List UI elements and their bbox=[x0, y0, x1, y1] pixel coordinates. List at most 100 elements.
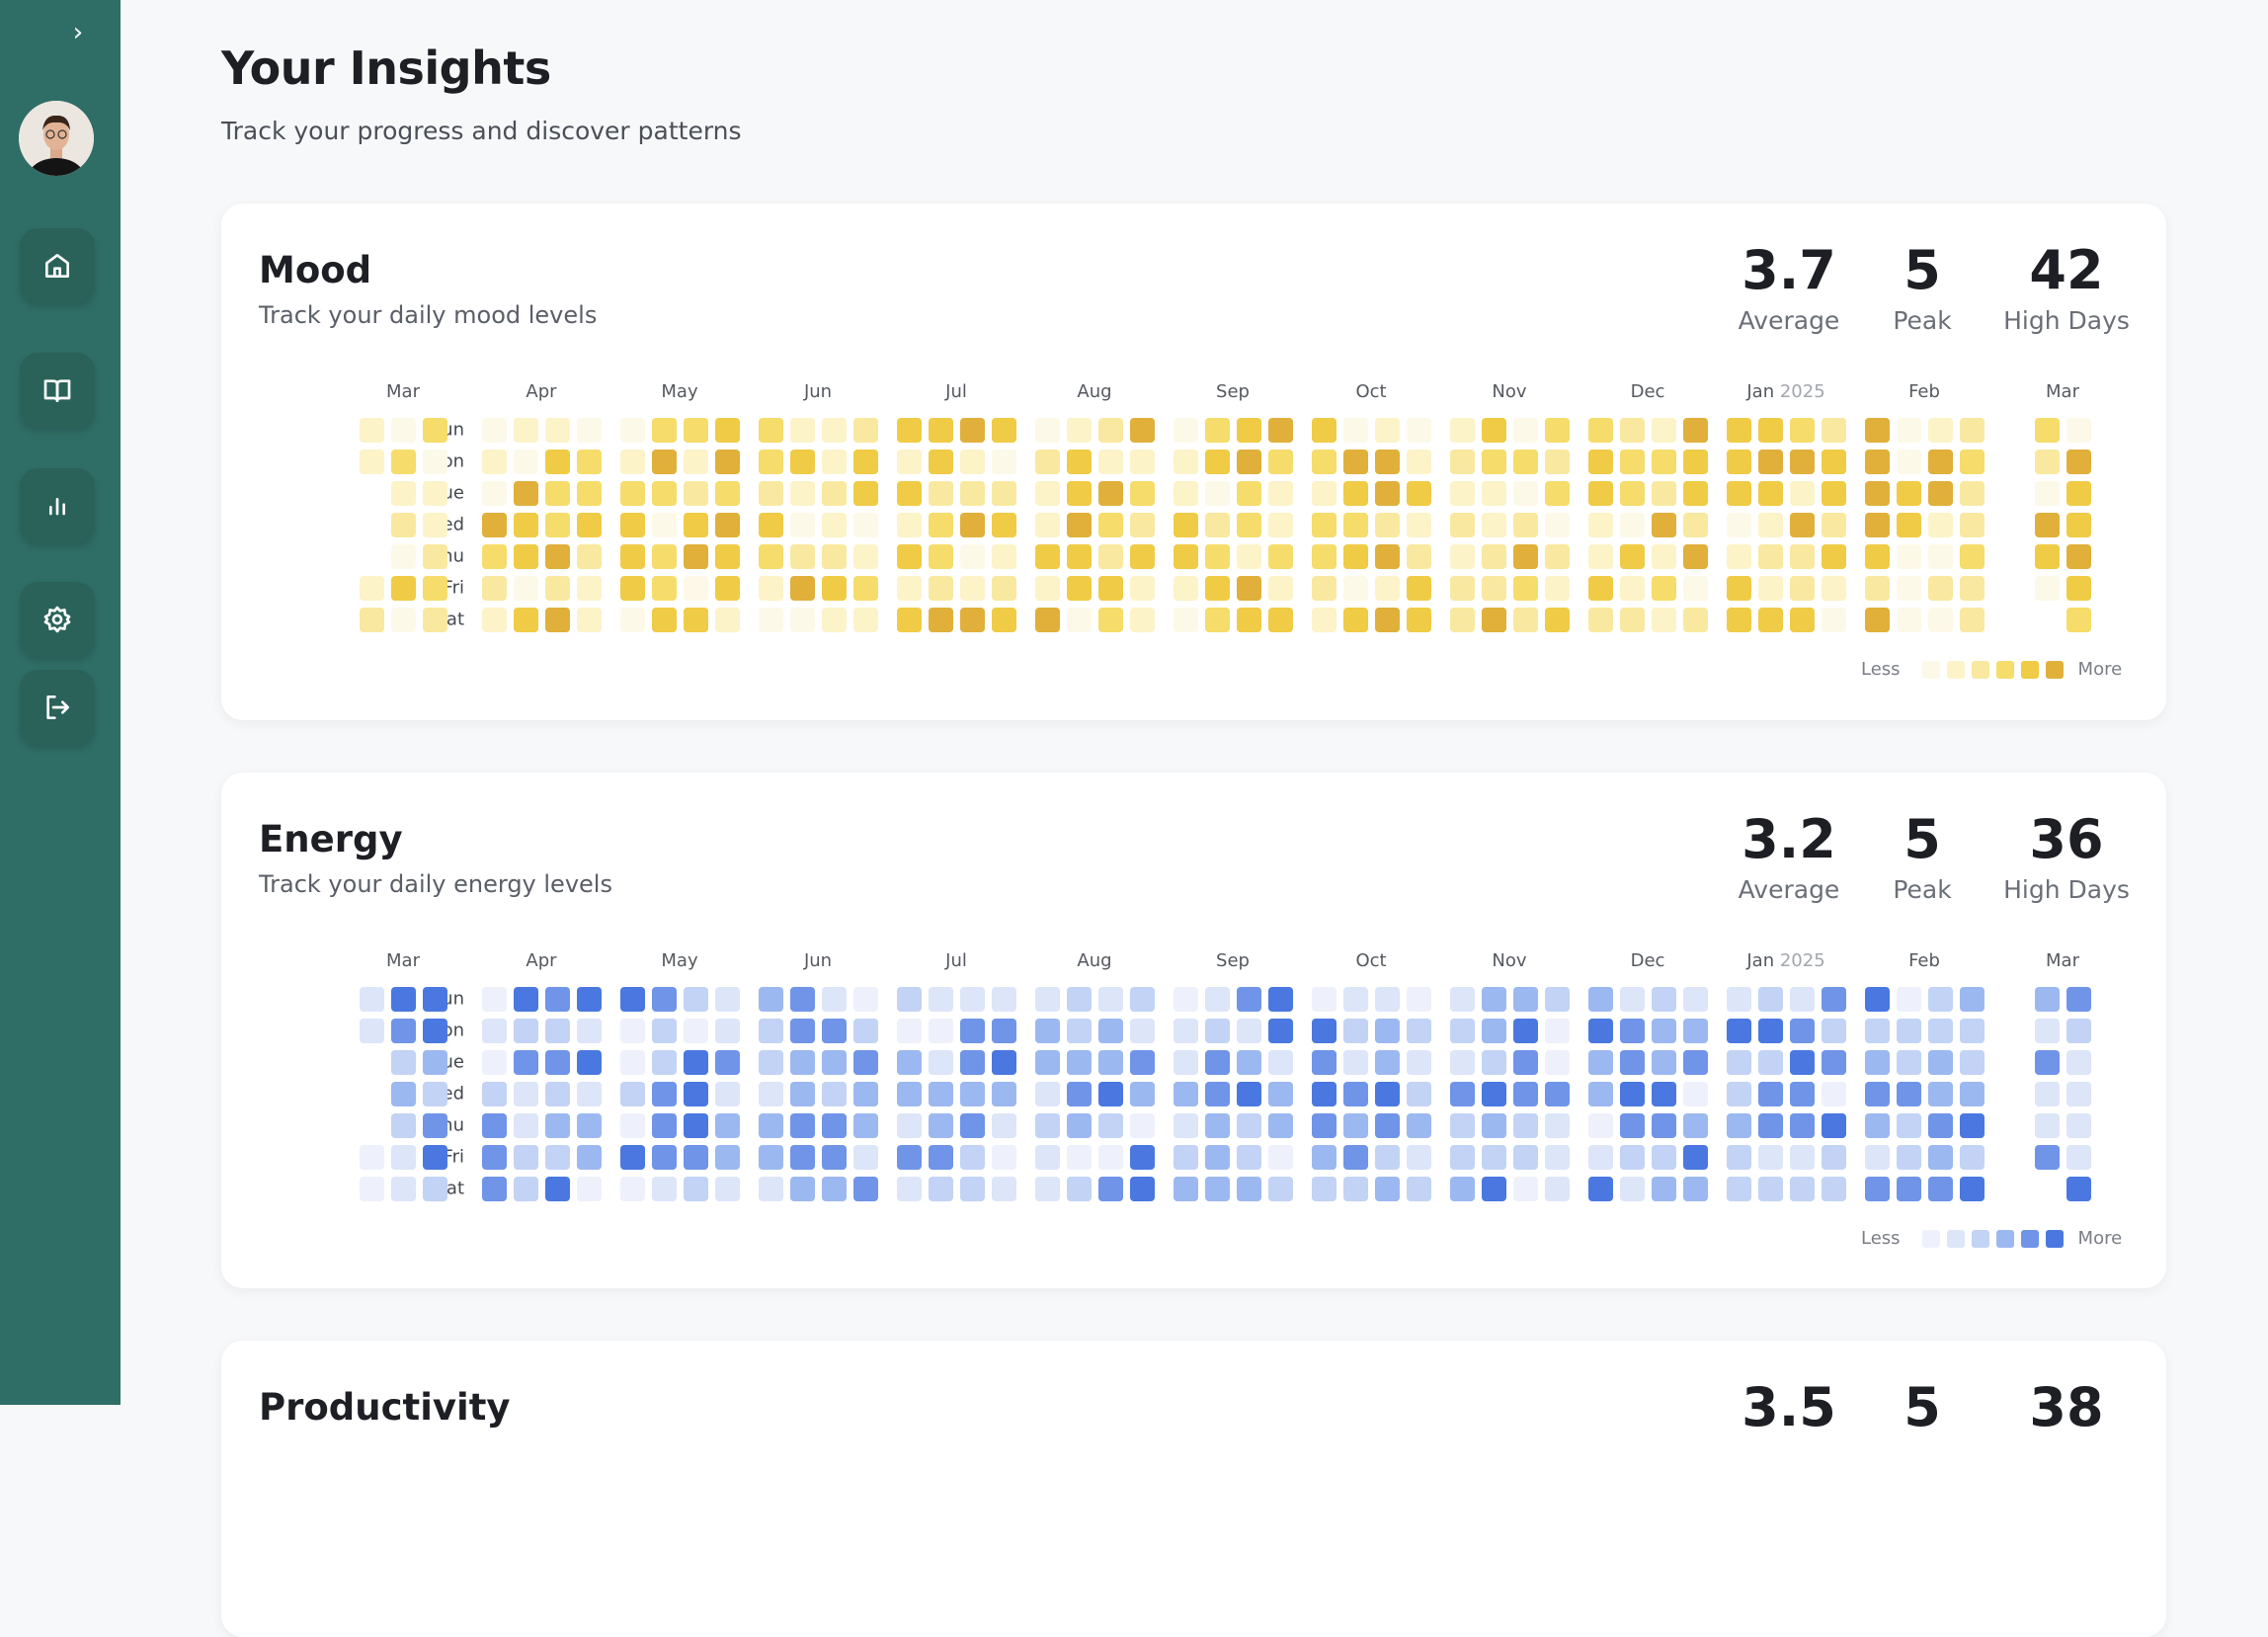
heatmap-cell[interactable] bbox=[896, 1049, 922, 1075]
heatmap-cell[interactable] bbox=[1342, 1144, 1368, 1170]
heatmap-cell[interactable] bbox=[544, 1018, 570, 1043]
heatmap-cell[interactable] bbox=[1587, 1081, 1613, 1106]
heatmap-cell[interactable] bbox=[1311, 607, 1336, 632]
heatmap-cell[interactable] bbox=[821, 1112, 847, 1138]
heatmap-cell[interactable] bbox=[1927, 449, 1953, 474]
heatmap-cell[interactable] bbox=[1544, 1112, 1570, 1138]
heatmap-cell[interactable] bbox=[1311, 512, 1336, 537]
heatmap-cell[interactable] bbox=[1267, 1144, 1293, 1170]
heatmap-cell[interactable] bbox=[1406, 1176, 1431, 1201]
heatmap-cell[interactable] bbox=[1236, 417, 1261, 443]
heatmap-cell[interactable] bbox=[1481, 986, 1506, 1012]
heatmap-cell[interactable] bbox=[1097, 1018, 1123, 1043]
heatmap-cell[interactable] bbox=[1481, 1081, 1506, 1106]
heatmap-cell[interactable] bbox=[1129, 512, 1155, 537]
heatmap-cell[interactable] bbox=[481, 986, 507, 1012]
heatmap-cell[interactable] bbox=[1544, 449, 1570, 474]
heatmap-cell[interactable] bbox=[1512, 1018, 1538, 1043]
heatmap-cell[interactable] bbox=[1374, 1144, 1400, 1170]
heatmap-cell[interactable] bbox=[1173, 1176, 1198, 1201]
heatmap-cell[interactable] bbox=[683, 1018, 708, 1043]
heatmap-cell[interactable] bbox=[683, 1176, 708, 1201]
heatmap-cell[interactable] bbox=[896, 1176, 922, 1201]
heatmap-cell[interactable] bbox=[1864, 449, 1890, 474]
heatmap-cell[interactable] bbox=[1267, 607, 1293, 632]
heatmap-cell[interactable] bbox=[1066, 607, 1092, 632]
heatmap-cell[interactable] bbox=[1204, 1018, 1230, 1043]
heatmap-cell[interactable] bbox=[852, 449, 878, 474]
heatmap-cell[interactable] bbox=[513, 1018, 538, 1043]
heatmap-cell[interactable] bbox=[2066, 417, 2091, 443]
heatmap-cell[interactable] bbox=[789, 1049, 815, 1075]
heatmap-cell[interactable] bbox=[1173, 480, 1198, 506]
heatmap-cell[interactable] bbox=[1236, 1018, 1261, 1043]
heatmap-cell[interactable] bbox=[544, 986, 570, 1012]
heatmap-cell[interactable] bbox=[1587, 449, 1613, 474]
heatmap-cell[interactable] bbox=[1789, 417, 1815, 443]
heatmap-cell[interactable] bbox=[1896, 417, 1921, 443]
heatmap-cell[interactable] bbox=[821, 480, 847, 506]
heatmap-cell[interactable] bbox=[1651, 543, 1676, 569]
heatmap-cell[interactable] bbox=[1449, 417, 1475, 443]
heatmap-cell[interactable] bbox=[1449, 512, 1475, 537]
heatmap-cell[interactable] bbox=[714, 417, 740, 443]
heatmap-cell[interactable] bbox=[1821, 449, 1846, 474]
heatmap-cell[interactable] bbox=[1481, 512, 1506, 537]
heatmap-cell[interactable] bbox=[544, 1112, 570, 1138]
heatmap-cell[interactable] bbox=[1129, 986, 1155, 1012]
heatmap-cell[interactable] bbox=[1789, 1112, 1815, 1138]
heatmap-cell[interactable] bbox=[928, 607, 953, 632]
heatmap-cell[interactable] bbox=[1097, 1176, 1123, 1201]
heatmap-cell[interactable] bbox=[2066, 1049, 2091, 1075]
heatmap-cell[interactable] bbox=[928, 1176, 953, 1201]
heatmap-cell[interactable] bbox=[852, 480, 878, 506]
heatmap-cell[interactable] bbox=[1311, 417, 1336, 443]
heatmap-cell[interactable] bbox=[390, 417, 416, 443]
heatmap-cell[interactable] bbox=[481, 417, 507, 443]
heatmap-cell[interactable] bbox=[2034, 449, 2060, 474]
heatmap-cell[interactable] bbox=[1544, 417, 1570, 443]
heatmap-cell[interactable] bbox=[1374, 480, 1400, 506]
heatmap-cell[interactable] bbox=[1864, 575, 1890, 601]
heatmap-cell[interactable] bbox=[1587, 1144, 1613, 1170]
heatmap-cell[interactable] bbox=[1959, 480, 1984, 506]
heatmap-cell[interactable] bbox=[1757, 417, 1783, 443]
heatmap-cell[interactable] bbox=[422, 575, 447, 601]
heatmap-cell[interactable] bbox=[1129, 1144, 1155, 1170]
heatmap-cell[interactable] bbox=[928, 543, 953, 569]
heatmap-cell[interactable] bbox=[1757, 986, 1783, 1012]
heatmap-cell[interactable] bbox=[1374, 986, 1400, 1012]
heatmap-cell[interactable] bbox=[1789, 1081, 1815, 1106]
heatmap-cell[interactable] bbox=[1789, 575, 1815, 601]
heatmap-cell[interactable] bbox=[544, 607, 570, 632]
heatmap-cell[interactable] bbox=[1927, 607, 1953, 632]
heatmap-cell[interactable] bbox=[991, 1176, 1016, 1201]
heatmap-cell[interactable] bbox=[2066, 607, 2091, 632]
heatmap-cell[interactable] bbox=[1342, 1049, 1368, 1075]
heatmap-cell[interactable] bbox=[1034, 449, 1060, 474]
heatmap-cell[interactable] bbox=[1449, 1144, 1475, 1170]
heatmap-cell[interactable] bbox=[1726, 512, 1751, 537]
heatmap-cell[interactable] bbox=[576, 1112, 602, 1138]
heatmap-cell[interactable] bbox=[1821, 1176, 1846, 1201]
heatmap-cell[interactable] bbox=[1374, 417, 1400, 443]
heatmap-cell[interactable] bbox=[544, 480, 570, 506]
heatmap-cell[interactable] bbox=[991, 449, 1016, 474]
heatmap-cell[interactable] bbox=[758, 1176, 783, 1201]
heatmap-cell[interactable] bbox=[896, 1112, 922, 1138]
heatmap-cell[interactable] bbox=[1682, 480, 1708, 506]
heatmap-cell[interactable] bbox=[481, 1081, 507, 1106]
heatmap-cell[interactable] bbox=[1927, 417, 1953, 443]
heatmap-cell[interactable] bbox=[390, 1144, 416, 1170]
heatmap-cell[interactable] bbox=[481, 1112, 507, 1138]
heatmap-cell[interactable] bbox=[683, 1144, 708, 1170]
heatmap-cell[interactable] bbox=[422, 480, 447, 506]
heatmap-cell[interactable] bbox=[1066, 417, 1092, 443]
heatmap-cell[interactable] bbox=[1682, 512, 1708, 537]
heatmap-cell[interactable] bbox=[789, 1081, 815, 1106]
heatmap-cell[interactable] bbox=[1821, 1081, 1846, 1106]
heatmap-cell[interactable] bbox=[513, 543, 538, 569]
heatmap-cell[interactable] bbox=[1757, 1049, 1783, 1075]
heatmap-cell[interactable] bbox=[1864, 417, 1890, 443]
heatmap-cell[interactable] bbox=[1619, 1081, 1645, 1106]
